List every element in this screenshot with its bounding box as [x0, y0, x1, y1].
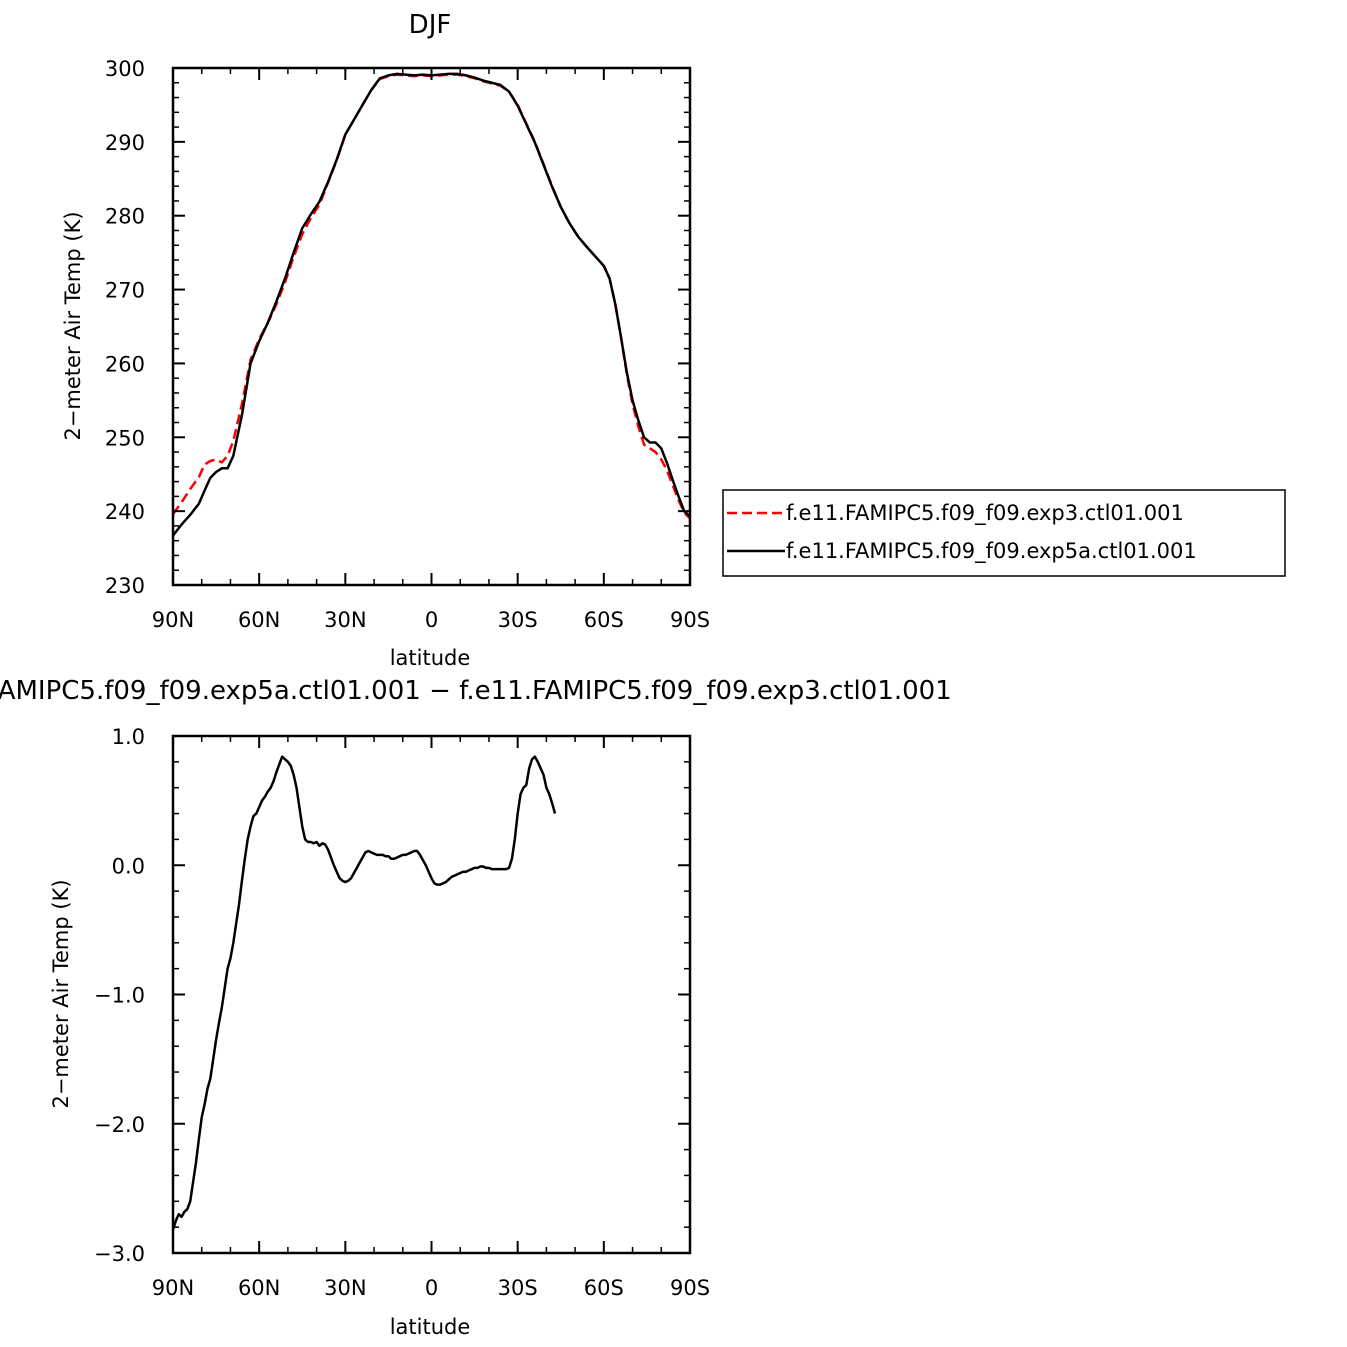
top-y-tick-label: 250	[105, 426, 145, 450]
top-series-line-1	[172, 72, 691, 537]
legend-box	[722, 489, 1286, 577]
bottom-x-tick-label: 90S	[670, 1276, 710, 1300]
top-x-tick-label: 0	[425, 608, 438, 632]
bottom-y-tick-label: 0.0	[112, 854, 145, 878]
bottom-y-tick-label: −2.0	[94, 1113, 145, 1137]
bottom-x-tick-label: 0	[425, 1276, 438, 1300]
top-plot-frame	[171, 66, 692, 587]
bottom-y-tick-label: 1.0	[112, 725, 145, 749]
bottom-chart-title: f.e11.FAMIPC5.f09_f09.exp5a.ctl01.001 − …	[0, 676, 952, 706]
top-chart-title: DJF	[409, 10, 452, 40]
top-x-tick-label: 60N	[238, 608, 280, 632]
top-x-tick-labels: 90N 60N 30N 0 30S 60S 90S	[152, 608, 710, 632]
top-x-tick-label: 30S	[498, 608, 538, 632]
bottom-x-tick-label: 60N	[238, 1276, 280, 1300]
top-y-tick-label: 230	[105, 574, 145, 598]
bottom-x-tick-label: 90N	[152, 1276, 194, 1300]
bottom-x-tick-labels: 90N 60N 30N 0 30S 60S 90S	[152, 1276, 710, 1300]
bottom-x-axis-label: latitude	[390, 1315, 471, 1339]
bottom-x-tick-label: 60S	[584, 1276, 624, 1300]
panel-top-mean-t2m: DJF 230 240 250 260 270 280 290 300 90N 60N 30N 0 3…	[61, 10, 1286, 670]
top-x-tick-label: 30N	[324, 608, 366, 632]
bottom-axis-ticks	[172, 735, 691, 1254]
bottom-x-tick-label: 30N	[324, 1276, 366, 1300]
bottom-x-tick-label: 30S	[498, 1276, 538, 1300]
bottom-plot-frame	[171, 734, 692, 1255]
bottom-y-tick-labels: −3.0 −2.0 −1.0 0.0 1.0	[94, 725, 145, 1266]
bottom-y-axis-label: 2−meter Air Temp (K)	[49, 879, 73, 1108]
legend-label-exp3: f.e11.FAMIPC5.f09_f09.exp3.ctl01.001	[786, 501, 1184, 526]
top-y-axis-label: 2−meter Air Temp (K)	[61, 211, 85, 440]
bottom-series-line-0	[171, 755, 557, 1231]
bottom-y-tick-label: −3.0	[94, 1242, 145, 1266]
legend-label-exp5a: f.e11.FAMIPC5.f09_f09.exp5a.ctl01.001	[786, 539, 1197, 564]
top-y-tick-label: 270	[105, 279, 145, 303]
top-y-tick-label: 240	[105, 500, 145, 524]
top-y-tick-label: 260	[105, 352, 145, 376]
top-y-tick-label: 280	[105, 205, 145, 229]
top-x-tick-label: 90N	[152, 608, 194, 632]
top-axis-ticks	[172, 67, 691, 586]
top-x-tick-label: 60S	[584, 608, 624, 632]
top-series-group	[171, 72, 691, 537]
top-y-tick-labels: 230 240 250 260 270 280 290 300	[105, 57, 145, 598]
bottom-series-group	[171, 755, 557, 1231]
top-y-tick-label: 290	[105, 131, 145, 155]
panel-bottom-difference: f.e11.FAMIPC5.f09_f09.exp5a.ctl01.001 − …	[0, 676, 952, 1339]
top-x-axis-label: latitude	[390, 646, 471, 670]
top-y-tick-label: 300	[105, 57, 145, 81]
legend: f.e11.FAMIPC5.f09_f09.exp3.ctl01.001 f.e…	[722, 489, 1286, 577]
top-x-tick-label: 90S	[670, 608, 710, 632]
bottom-y-tick-label: −1.0	[94, 984, 145, 1008]
